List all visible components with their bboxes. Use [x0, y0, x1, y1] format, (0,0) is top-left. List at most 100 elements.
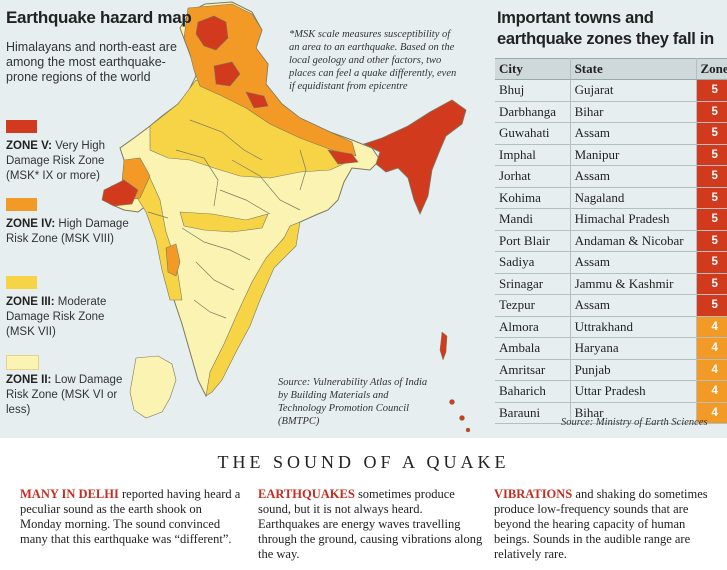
city-cell: Port Blair [495, 230, 571, 252]
zone-cell: 4 [696, 359, 727, 381]
state-cell: Assam [570, 294, 697, 317]
map-title: Earthquake hazard map [6, 8, 192, 27]
zone-cell: 5 [696, 165, 727, 188]
city-cell: Srinagar [495, 273, 571, 295]
article-column-2: EARTHQUAKES sometimes produce sound, but… [258, 487, 483, 562]
state-boundaries [147, 119, 307, 319]
legend-swatch-zone-iv [6, 198, 37, 211]
zone-cell: 4 [696, 402, 727, 424]
city-cell: Bhuj [495, 79, 571, 102]
legend-label-zone-ii: ZONE II: Low Damage Risk Zone (MSK VI or… [6, 374, 123, 416]
zone-cell: 4 [696, 316, 727, 338]
zone-cell: 4 [696, 337, 727, 360]
zone-cell: 5 [696, 273, 727, 295]
city-cell: Tezpur [495, 294, 571, 317]
table-row: Port Blair Andaman & Nicobar 5 [495, 230, 727, 252]
state-cell: Manipur [570, 144, 697, 166]
zone-v-uttarakhand [245, 91, 269, 109]
legend-swatch-zone-v [6, 120, 37, 133]
column-text: reported having heard a peculiar sound a… [20, 487, 241, 546]
table-row: Imphal Manipur 5 [495, 144, 727, 166]
state-cell: Himachal Pradesh [570, 208, 697, 231]
zone-v-himachal [213, 61, 241, 87]
city-cell: Barauni [495, 402, 571, 424]
table-row: Amritsar Punjab 4 [495, 359, 727, 381]
table-row: Sadiya Assam 5 [495, 251, 727, 274]
state-cell: Punjab [570, 359, 697, 381]
zone-v-northeast [362, 99, 467, 215]
article-column-1: MANY IN DELHI reported having heard a pe… [20, 487, 245, 547]
table-row: Jorhat Assam 5 [495, 165, 727, 188]
nicobar-island [465, 427, 471, 433]
zone-iii-east-coast [205, 221, 301, 397]
zone-cell: 5 [696, 187, 727, 209]
legend-label-zone-v: ZONE V: Very High Damage Risk Zone (MSK*… [6, 140, 106, 182]
zone-cell: 5 [696, 294, 727, 317]
legend-swatch-zone-iii [6, 276, 37, 289]
city-cell: Mandi [495, 208, 571, 231]
infographic-panel: Earthquake hazard map Himalayans and nor… [0, 0, 727, 438]
zone-cell: 5 [696, 122, 727, 145]
city-cell: Imphal [495, 144, 571, 166]
table-row: Barauni Bihar 4 [495, 402, 727, 424]
column-text: and shaking do sometimes produce low-fre… [494, 487, 708, 561]
column-header-zone: Zone [696, 58, 727, 80]
state-cell: Assam [570, 251, 697, 274]
nicobar-island [459, 415, 465, 421]
article-column-3: VIBRATIONS and shaking do sometimes prod… [494, 487, 719, 562]
table-header-row: City State Zone [495, 58, 727, 80]
city-cell: Ambala [495, 337, 571, 360]
table-title: Important towns and earthquake zones the… [497, 9, 714, 48]
zone-cell: 5 [696, 101, 727, 123]
state-cell: Andaman & Nicobar [570, 230, 697, 252]
towns-zones-table: City State Zone Bhuj Gujarat 5 Darbhanga Bih… [495, 58, 727, 424]
table-row: Srinagar Jammu & Kashmir 5 [495, 273, 727, 295]
column-lead: VIBRATIONS [494, 487, 573, 501]
zone-cell: 5 [696, 144, 727, 166]
column-lead: EARTHQUAKES [258, 487, 355, 501]
article-title: THE SOUND OF A QUAKE [217, 452, 510, 472]
zone-iii-central [179, 211, 269, 233]
state-cell: Jammu & Kashmir [570, 273, 697, 295]
state-cell: Uttrakhand [570, 316, 697, 338]
column-header-city: City [495, 58, 571, 80]
table-body: Bhuj Gujarat 5 Darbhanga Bihar 5 Guwahati Assam… [495, 79, 727, 424]
city-cell: Amritsar [495, 359, 571, 381]
state-cell: Assam [570, 165, 697, 188]
city-cell: Darbhanga [495, 101, 571, 123]
legend-label-zone-iii: ZONE III: Moderate Damage Risk Zone (MSK… [6, 296, 107, 338]
state-cell: Bihar [570, 101, 697, 123]
table-row: Bhuj Gujarat 5 [495, 79, 727, 102]
zone-cell: 5 [696, 79, 727, 102]
india-hazard-map [101, 1, 471, 433]
zone-iv-west [165, 243, 181, 277]
legend-label-zone-iv: ZONE IV: High Damage Risk Zone (MSK VIII… [6, 218, 129, 245]
msk-note: *MSK scale measures susceptibility of an… [289, 29, 457, 92]
nicobar-island [449, 399, 455, 405]
city-cell: Baharich [495, 380, 571, 403]
state-cell: Nagaland [570, 187, 697, 209]
state-cell: Assam [570, 122, 697, 145]
zone-cell: 5 [696, 208, 727, 231]
table-row: Almora Uttrakhand 4 [495, 316, 727, 338]
column-lead: MANY IN DELHI [20, 487, 119, 501]
legend-swatch-zone-ii [6, 355, 39, 370]
zone-v-kutch [101, 179, 139, 207]
india-mainland [103, 1, 381, 398]
table-row: Ambala Haryana 4 [495, 337, 727, 360]
table-row: Mandi Himachal Pradesh 5 [495, 208, 727, 231]
zone-cell: 4 [696, 380, 727, 403]
table-row: Darbhanga Bihar 5 [495, 101, 727, 123]
state-cell: Haryana [570, 337, 697, 360]
city-cell: Kohima [495, 187, 571, 209]
column-header-state: State [570, 58, 697, 80]
table-row: Kohima Nagaland 5 [495, 187, 727, 209]
table-row: Guwahati Assam 5 [495, 122, 727, 145]
zone-v-bihar-north [327, 149, 359, 165]
city-cell: Jorhat [495, 165, 571, 188]
table-row: Baharich Uttar Pradesh 4 [495, 380, 727, 403]
column-text: sometimes produce sound, but it is not a… [258, 487, 483, 561]
state-cell: Bihar [570, 402, 697, 424]
city-cell: Almora [495, 316, 571, 338]
andaman-islands [439, 331, 448, 361]
